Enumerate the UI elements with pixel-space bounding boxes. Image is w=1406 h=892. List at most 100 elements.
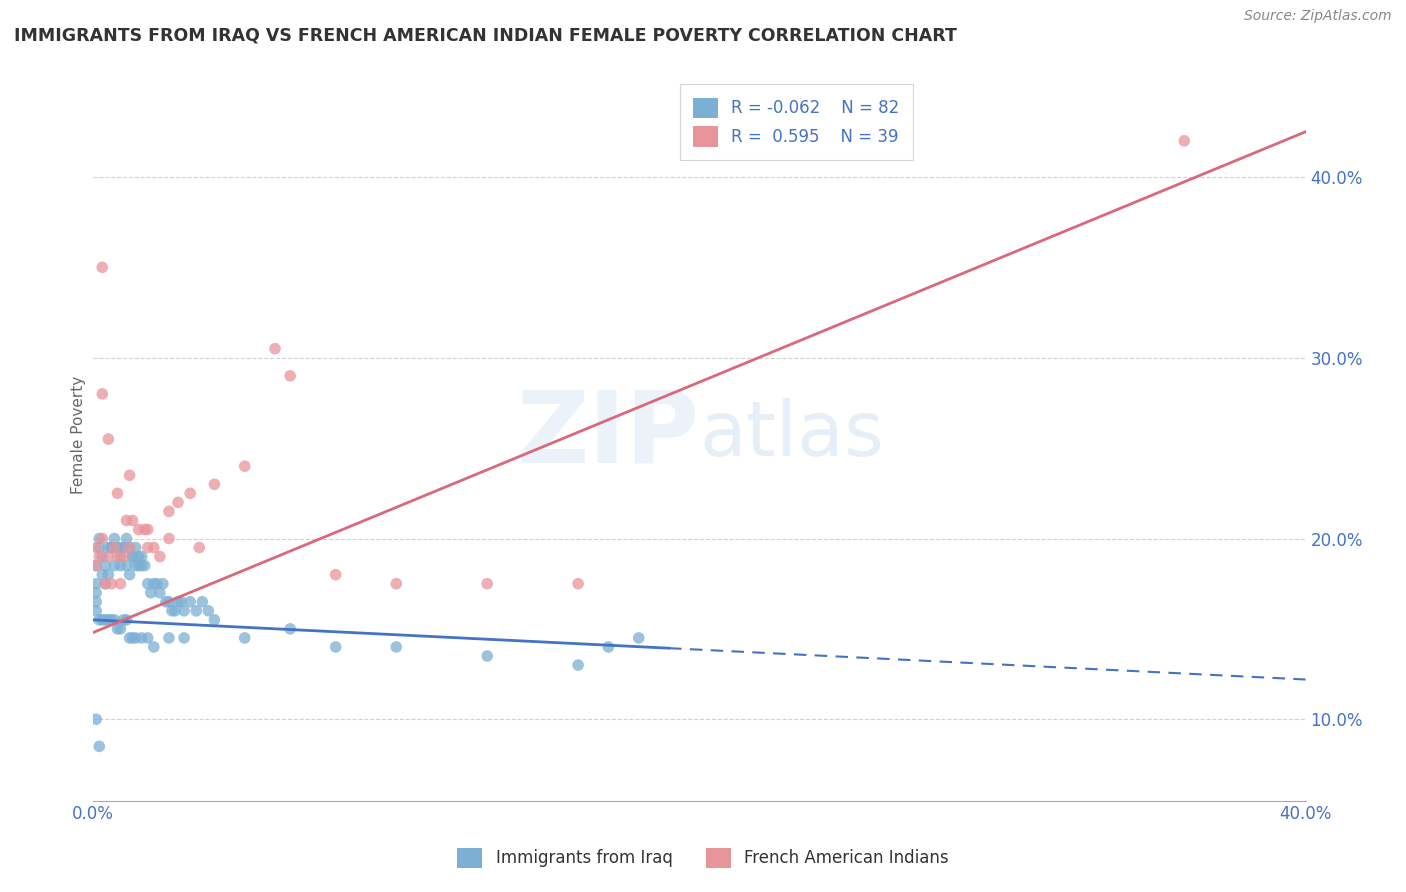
Point [110,558,132,573]
Legend: Immigrants from Iraq, French American Indians: Immigrants from Iraq, French American In… [450,841,956,875]
Point [163,604,186,618]
Point [134,523,156,537]
Text: Source: ZipAtlas.com: Source: ZipAtlas.com [1244,9,1392,23]
Point [97,432,120,446]
Point [325,640,347,654]
Point [91,613,114,627]
Point [278,622,301,636]
Point [134,558,156,573]
Point [118,541,141,555]
Point [103,613,125,627]
Point [97,613,120,627]
Point [627,631,650,645]
Point [124,558,146,573]
Point [128,523,150,537]
Point [128,549,150,564]
Point [204,477,226,491]
Point [124,631,146,645]
Point [152,576,174,591]
Point [160,604,183,618]
Point [112,541,135,555]
Point [115,532,138,546]
Point [107,622,129,636]
Point [264,342,287,356]
Point [89,549,111,564]
Point [157,595,180,609]
Point [567,658,589,673]
Point [121,513,143,527]
Point [103,558,125,573]
Point [131,631,153,645]
Point [100,541,122,555]
Point [197,604,219,618]
Point [84,595,107,609]
Point [157,631,180,645]
Point [142,541,165,555]
Point [118,468,141,483]
Point [118,541,141,555]
Point [91,387,114,401]
Point [118,631,141,645]
Point [89,532,111,546]
Point [173,631,195,645]
Point [112,541,135,555]
Point [142,640,165,654]
Point [94,576,117,591]
Point [115,558,138,573]
Point [139,586,162,600]
Point [167,495,190,509]
Point [84,541,107,555]
Point [84,558,107,573]
Point [477,648,499,663]
Point [110,622,132,636]
Y-axis label: Female Poverty: Female Poverty [72,376,86,493]
Point [155,595,177,609]
Point [233,631,256,645]
Point [173,604,195,618]
Point [131,549,153,564]
Point [84,576,107,591]
Point [325,567,347,582]
Point [598,640,620,654]
Point [128,558,150,573]
Point [121,631,143,645]
Legend: R = -0.062    N = 82, R =  0.595    N = 39: R = -0.062 N = 82, R = 0.595 N = 39 [679,84,912,160]
Point [118,567,141,582]
Point [112,613,135,627]
Point [107,541,129,555]
Point [91,567,114,582]
Point [84,586,107,600]
Point [89,739,111,754]
Point [157,504,180,518]
Point [89,541,111,555]
Point [115,613,138,627]
Point [204,613,226,627]
Point [131,558,153,573]
Point [136,631,159,645]
Point [91,532,114,546]
Point [385,640,408,654]
Point [97,549,120,564]
Point [94,558,117,573]
Point [94,576,117,591]
Point [107,541,129,555]
Point [191,595,214,609]
Point [170,595,193,609]
Point [167,595,190,609]
Point [110,576,132,591]
Point [89,613,111,627]
Point [121,549,143,564]
Point [1173,134,1195,148]
Point [188,541,211,555]
Point [142,576,165,591]
Point [110,549,132,564]
Point [84,558,107,573]
Point [385,576,408,591]
Point [186,604,208,618]
Point [179,595,201,609]
Text: IMMIGRANTS FROM IRAQ VS FRENCH AMERICAN INDIAN FEMALE POVERTY CORRELATION CHART: IMMIGRANTS FROM IRAQ VS FRENCH AMERICAN … [14,27,957,45]
Point [179,486,201,500]
Point [103,541,125,555]
Point [149,586,172,600]
Point [84,712,107,726]
